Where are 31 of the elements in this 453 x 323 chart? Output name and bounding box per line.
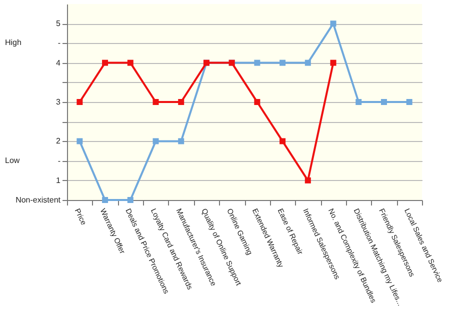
- point: [127, 60, 134, 66]
- point: [304, 60, 311, 66]
- point: [178, 138, 184, 144]
- point: [280, 138, 286, 144]
- point: [76, 138, 83, 144]
- point: [152, 138, 159, 144]
- point: [178, 99, 184, 105]
- point: [406, 99, 412, 105]
- y-tick-label: 2: [56, 136, 62, 146]
- point: [254, 60, 260, 66]
- y-tick-label: Non-existent: [16, 196, 62, 204]
- y-tick-label: 1: [56, 176, 62, 185]
- y-tick-label: -: [58, 156, 61, 166]
- point: [102, 60, 108, 66]
- point: [356, 99, 362, 105]
- point: [102, 197, 108, 203]
- point: [330, 60, 336, 66]
- point: [254, 99, 260, 105]
- y-tick-label: 3: [56, 98, 62, 106]
- y-tick-label: 4: [56, 58, 62, 68]
- text: Low: [5, 156, 20, 165]
- y-tick-label: -: [58, 38, 61, 48]
- point: [330, 20, 336, 27]
- point: [76, 99, 83, 105]
- point: [304, 177, 311, 184]
- point: [280, 60, 286, 66]
- point: [152, 99, 159, 105]
- point: [380, 99, 387, 105]
- text: High: [5, 38, 22, 47]
- point: [127, 197, 134, 203]
- y-tick-label: 5: [56, 19, 62, 28]
